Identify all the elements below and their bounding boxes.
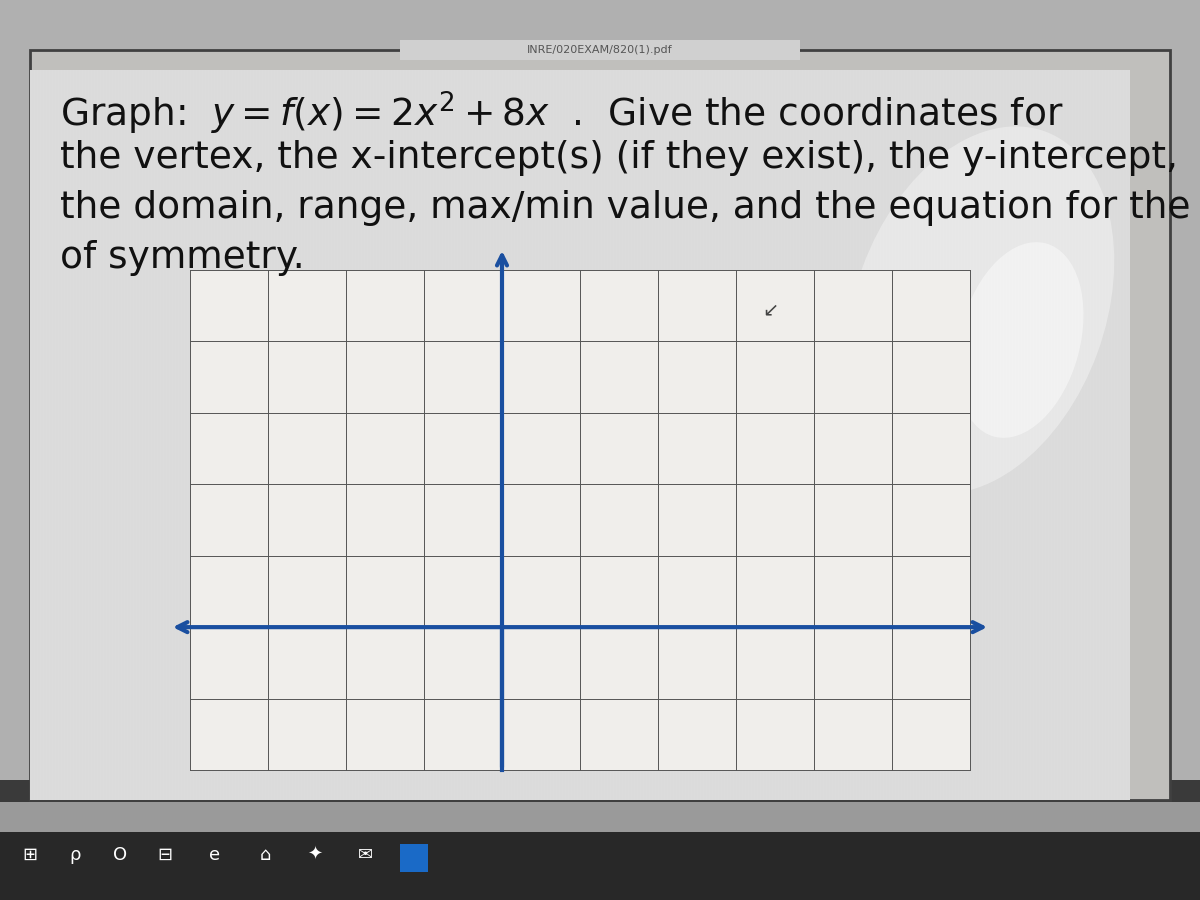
Ellipse shape xyxy=(956,242,1084,437)
Text: ⊞: ⊞ xyxy=(23,846,37,864)
Text: INRE/020EXAM/820(1).pdf: INRE/020EXAM/820(1).pdf xyxy=(527,45,673,55)
Text: ⌂: ⌂ xyxy=(259,846,271,864)
Text: ✦: ✦ xyxy=(307,846,323,864)
Bar xyxy=(0,780,1200,900)
Text: ρ: ρ xyxy=(70,846,80,864)
Bar xyxy=(400,844,428,872)
Text: Graph:  $y=f(x)=2x^2+8x$  .  Give the coordinates for: Graph: $y=f(x)=2x^2+8x$ . Give the coord… xyxy=(60,90,1063,137)
Text: e: e xyxy=(210,846,221,864)
Text: 🔒: 🔒 xyxy=(409,846,420,864)
Bar xyxy=(0,830,1200,900)
Text: the domain, range, max/min value, and the equation for the axis: the domain, range, max/min value, and th… xyxy=(60,190,1200,226)
Text: the vertex, the x-intercept(s) (if they exist), the y-intercept,: the vertex, the x-intercept(s) (if they … xyxy=(60,140,1178,176)
Bar xyxy=(0,802,1200,832)
Bar xyxy=(400,40,800,60)
Bar xyxy=(30,70,1130,800)
Text: of symmetry.: of symmetry. xyxy=(60,240,305,276)
Ellipse shape xyxy=(846,126,1115,493)
Text: O: O xyxy=(113,846,127,864)
Text: ⊟: ⊟ xyxy=(157,846,173,864)
Text: ✉: ✉ xyxy=(358,846,372,864)
Text: ↙: ↙ xyxy=(762,301,778,320)
Bar xyxy=(30,50,1170,800)
Bar xyxy=(190,270,970,770)
